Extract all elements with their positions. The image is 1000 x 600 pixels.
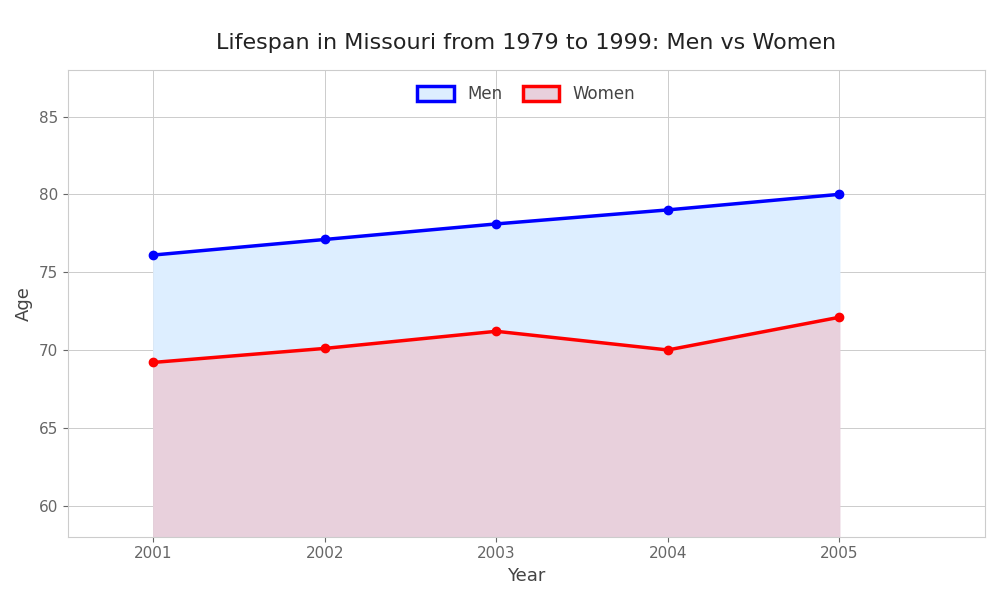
X-axis label: Year: Year (507, 567, 546, 585)
Title: Lifespan in Missouri from 1979 to 1999: Men vs Women: Lifespan in Missouri from 1979 to 1999: … (216, 33, 836, 53)
Y-axis label: Age: Age (15, 286, 33, 321)
Legend: Men, Women: Men, Women (411, 78, 642, 109)
